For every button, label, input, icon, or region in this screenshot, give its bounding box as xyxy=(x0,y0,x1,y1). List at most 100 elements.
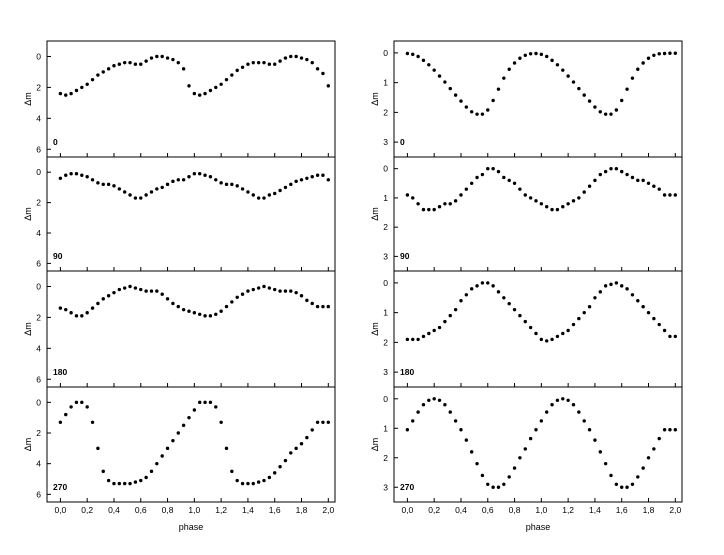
data-point xyxy=(262,60,266,65)
data-point xyxy=(106,294,111,298)
x-tick-label: 0,0 xyxy=(401,505,413,515)
data-point xyxy=(421,402,426,407)
data-point xyxy=(289,289,293,293)
data-point xyxy=(636,67,640,71)
data-point xyxy=(652,184,656,188)
x-tick-label: 1,0 xyxy=(188,505,200,515)
data-point xyxy=(299,178,304,182)
y-axis-label: Δm xyxy=(370,438,380,452)
data-point xyxy=(662,328,667,333)
x-tick-label: 0,2 xyxy=(428,505,440,515)
data-point xyxy=(144,193,148,197)
y-tick-label: 0 xyxy=(383,48,388,58)
x-tick-label: 2,0 xyxy=(669,505,681,515)
data-point xyxy=(416,54,420,59)
data-point xyxy=(550,207,554,212)
plot-frame xyxy=(393,156,683,272)
data-point xyxy=(128,284,132,289)
data-point xyxy=(203,400,207,405)
data-point xyxy=(117,62,122,66)
data-point xyxy=(609,166,613,171)
y-tick-label: 0 xyxy=(383,278,388,288)
y-tick-label: 4 xyxy=(36,113,41,123)
data-point xyxy=(534,199,538,203)
panel-label: 0 xyxy=(53,137,58,147)
data-point xyxy=(486,166,490,171)
data-point xyxy=(475,175,479,180)
data-point xyxy=(203,314,207,318)
panel-label: 90 xyxy=(400,251,410,261)
data-point xyxy=(171,301,175,306)
data-point xyxy=(625,485,629,489)
data-point xyxy=(139,62,143,66)
data-point xyxy=(512,181,517,186)
data-point xyxy=(609,112,613,116)
data-point xyxy=(480,473,485,478)
data-point xyxy=(74,88,79,93)
panel-left-270: 0 2 4 6 Δm 0,0 0,2 0,4 0,6 0,8 1,0 1,2 1,4 1,6 1,8 2,0 2… xyxy=(23,386,336,515)
data-point xyxy=(577,316,581,321)
data-point xyxy=(448,86,452,91)
data-point xyxy=(187,309,191,313)
data-point xyxy=(176,431,180,435)
data-point xyxy=(432,68,436,72)
data-point xyxy=(561,204,565,209)
data-point xyxy=(198,312,202,317)
data-point xyxy=(421,334,426,339)
data-point xyxy=(496,485,501,489)
data-point xyxy=(545,54,549,59)
data-point xyxy=(85,311,89,315)
data-point xyxy=(315,67,320,71)
y-tick-label: 4 xyxy=(36,228,41,238)
data-point xyxy=(668,193,672,197)
data-point xyxy=(181,423,186,428)
data-point xyxy=(630,293,635,297)
y-axis-label: Δm xyxy=(370,92,380,106)
data-point xyxy=(155,461,159,466)
y-tick-label: 2 xyxy=(383,107,388,117)
data-point xyxy=(155,187,159,191)
data-point xyxy=(636,475,640,479)
data-point xyxy=(646,181,651,186)
data-point xyxy=(614,482,619,487)
data-point xyxy=(528,325,533,330)
data-point xyxy=(230,73,234,77)
data-point xyxy=(550,337,554,342)
data-point xyxy=(321,304,325,309)
x-tick-label: 0,8 xyxy=(162,505,174,515)
y-tick-label: 2 xyxy=(383,337,388,347)
y-tick-label: 6 xyxy=(36,374,41,384)
data-point xyxy=(224,446,229,451)
data-point xyxy=(289,451,293,455)
data-point xyxy=(636,299,640,303)
data-point xyxy=(278,59,282,63)
data-point xyxy=(246,481,250,486)
y-axis-label: Δm xyxy=(23,322,33,336)
x-tick-label: 1,2 xyxy=(215,505,227,515)
data-point xyxy=(620,169,624,174)
data-point xyxy=(294,446,298,451)
data-point xyxy=(69,172,73,176)
data-point xyxy=(80,314,84,318)
data-point xyxy=(117,287,122,292)
data-point xyxy=(224,182,229,187)
y-tick-label: 6 xyxy=(36,258,41,268)
data-point xyxy=(507,475,511,479)
panel-left-0: 0 2 4 6 Δm 0 xyxy=(23,40,336,158)
x-axis-label-right: phase xyxy=(526,522,551,532)
data-point xyxy=(464,187,469,191)
data-point xyxy=(555,398,560,402)
data-point xyxy=(614,166,619,171)
data-point xyxy=(133,196,138,200)
data-point xyxy=(646,456,651,460)
data-point xyxy=(187,84,191,88)
data-point xyxy=(96,181,100,185)
data-point xyxy=(90,178,95,182)
data-point xyxy=(112,481,116,486)
data-point xyxy=(561,331,565,336)
data-point xyxy=(305,298,309,303)
data-point xyxy=(214,178,218,182)
data-point xyxy=(641,61,645,65)
data-point xyxy=(641,178,645,183)
data-point xyxy=(283,458,288,463)
